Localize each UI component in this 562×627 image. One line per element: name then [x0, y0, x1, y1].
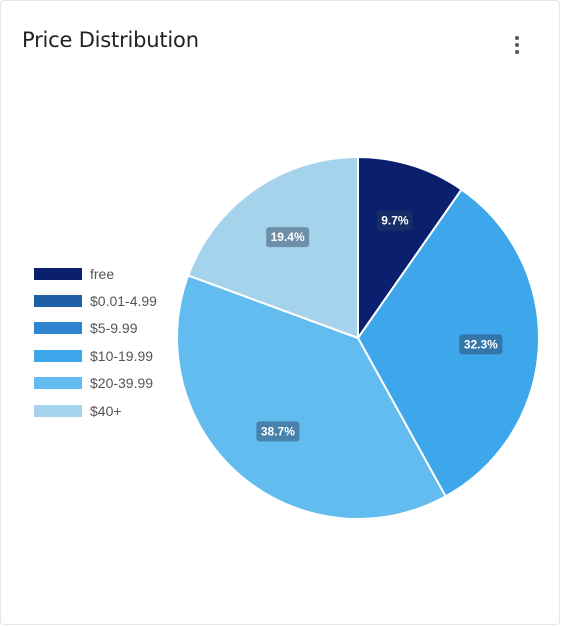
legend-label: $20-39.99: [90, 375, 154, 392]
legend-swatch: [34, 404, 82, 417]
legend-swatch: [34, 267, 82, 280]
legend-item[interactable]: $5-9.99: [34, 315, 157, 342]
slice-data-label: 19.4%: [266, 227, 310, 248]
pie-slice--40-[interactable]: [186, 155, 359, 340]
legend-label: $0.01-4.99: [90, 293, 157, 310]
slice-label-text: 32.3%: [464, 337, 498, 351]
slice-label-background: [266, 227, 310, 248]
legend-swatch: [34, 322, 82, 335]
slice-label-text: 9.7%: [381, 214, 409, 228]
legend-item[interactable]: $0.01-4.99: [34, 287, 157, 314]
slice-label-background: [256, 421, 300, 442]
more-vertical-icon-dot: [515, 43, 519, 47]
legend-item[interactable]: $10-19.99: [34, 342, 157, 369]
chart-legend: free $0.01-4.99 $5-9.99 $10-19.99 $20-39…: [34, 260, 157, 424]
slice-data-label: 32.3%: [459, 334, 503, 355]
slice-data-label: 38.7%: [256, 421, 300, 442]
slice-data-label: 9.7%: [376, 210, 413, 231]
legend-item[interactable]: free: [34, 260, 157, 287]
slice-label-background: [459, 334, 503, 355]
more-vertical-icon-dot: [515, 50, 519, 54]
legend-swatch: [34, 377, 82, 390]
pie-slice-free[interactable]: [357, 155, 463, 342]
legend-label: $40+: [90, 402, 122, 419]
slice-label-background: [376, 210, 413, 231]
legend-item[interactable]: $20-39.99: [34, 370, 157, 397]
slice-label-text: 38.7%: [261, 424, 295, 438]
legend-item[interactable]: $40+: [34, 397, 157, 424]
legend-swatch: [34, 349, 82, 362]
legend-swatch: [34, 295, 82, 308]
more-vertical-icon: [515, 36, 519, 40]
card-title: Price Distribution: [22, 28, 199, 52]
legend-label: $10-19.99: [90, 347, 154, 364]
legend-label: free: [90, 265, 115, 282]
more-options-button[interactable]: [504, 30, 530, 60]
legend-label: $5-9.99: [90, 320, 138, 337]
pie-slice--20-39-99[interactable]: [176, 274, 447, 520]
slice-label-text: 19.4%: [271, 230, 305, 244]
